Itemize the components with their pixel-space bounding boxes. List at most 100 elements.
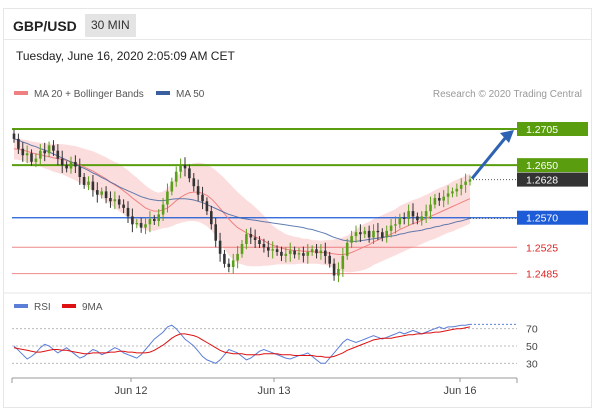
candle-body: [104, 191, 108, 198]
candle-body: [188, 168, 191, 179]
candle-body: [96, 190, 99, 195]
candle-body: [429, 204, 432, 212]
candle-body: [192, 178, 196, 187]
candle-body: [56, 150, 60, 159]
rsi-tick-label: 70: [526, 324, 538, 336]
candle-body: [148, 219, 152, 225]
candle-body: [231, 260, 235, 267]
level-label-box: [517, 158, 588, 173]
candle-body: [420, 216, 424, 221]
chart-header: GBP/USD 30 MIN: [4, 9, 591, 40]
forecast-arrow: [470, 130, 514, 180]
rsi-line: [13, 323, 471, 364]
moving-averages: [13, 138, 517, 255]
price-levels: [12, 128, 517, 275]
rsi-lines: [13, 323, 517, 364]
legend-rsi-swatch: [14, 304, 28, 308]
candle-body: [201, 194, 204, 202]
candle-body: [236, 253, 239, 261]
candle-body: [306, 251, 310, 256]
timeframe-button[interactable]: 30 MIN: [85, 14, 136, 37]
candle-body: [25, 153, 29, 156]
candle-body: [350, 236, 353, 243]
candle-body: [52, 145, 55, 151]
candle-body: [82, 177, 86, 185]
last-price-box: [517, 172, 588, 187]
candle-body: [17, 138, 20, 149]
candle-body: [170, 181, 174, 192]
candle-body: [30, 153, 33, 162]
candle-body: [385, 230, 388, 238]
candle-body: [389, 225, 393, 231]
candle-body: [345, 242, 349, 256]
candle-body: [328, 255, 331, 264]
candle-body: [21, 148, 25, 156]
candle-body: [288, 250, 292, 254]
candle-body: [359, 232, 362, 235]
candle-body: [131, 216, 134, 225]
candle-body: [153, 219, 156, 221]
credit-label: Research © 2020 Trading Central: [433, 89, 582, 100]
legend-ma50-label: MA 50: [176, 89, 205, 100]
datetime-label: Tuesday, June 16, 2020 2:05:09 AM CET: [16, 49, 235, 63]
candle-body: [275, 249, 279, 252]
candle-body: [407, 211, 410, 219]
candle-body: [394, 224, 397, 226]
candle-body: [144, 224, 147, 228]
x-axis-label: Jun 12: [114, 385, 147, 397]
candle-body: [381, 232, 384, 238]
x-axis-label: Jun 13: [257, 385, 290, 397]
candle-body: [459, 184, 463, 189]
price-labels: 1.2705 1.2650 1.2570 1.2525 1.2485 1.2628: [517, 122, 588, 281]
candle-body: [109, 198, 112, 202]
candle-body: [249, 234, 253, 238]
candle-body: [126, 207, 130, 217]
candle-body: [262, 244, 266, 248]
level-label-box: [517, 210, 588, 225]
forecast-arrow-shaft: [470, 136, 508, 180]
level-label: 1.2570: [526, 213, 558, 225]
candle-body: [280, 251, 283, 256]
legend-9ma-swatch: [62, 304, 76, 308]
candle-body: [218, 240, 222, 254]
candle-body: [442, 196, 445, 201]
candle-body: [341, 255, 345, 269]
candle-body: [117, 199, 121, 205]
candle-body: [302, 253, 305, 256]
candle-body: [60, 158, 64, 166]
candle-body: [214, 224, 217, 241]
candle-body: [245, 234, 248, 244]
candle-body: [122, 204, 125, 208]
candle-body: [240, 244, 244, 254]
candle-body: [100, 191, 103, 195]
forecast-arrow-head: [500, 130, 514, 143]
candle-body: [416, 216, 419, 221]
level-label: 1.2525: [526, 242, 558, 254]
candle-body: [446, 193, 450, 197]
rsi-tick-label: 30: [526, 358, 538, 370]
candle-body: [267, 247, 270, 251]
candle-body: [91, 181, 95, 191]
candle-body: [451, 191, 454, 194]
candle-body: [135, 223, 139, 225]
candle-body: [69, 161, 73, 169]
candle-body: [258, 240, 261, 244]
candle-body: [34, 158, 38, 162]
candle-body: [113, 199, 117, 202]
candle-body: [210, 211, 213, 225]
candle-body: [310, 249, 314, 252]
rsi-tick-label: 50: [526, 341, 538, 353]
symbol-label: GBP/USD: [13, 18, 77, 34]
candle-body: [411, 211, 415, 217]
candle-body: [297, 253, 301, 255]
candle-body: [284, 253, 288, 256]
candle-body: [223, 253, 226, 264]
candle-body: [253, 237, 257, 240]
candle-body: [293, 250, 296, 255]
legend-rsi-label: RSI: [34, 302, 51, 313]
candle-body: [139, 223, 143, 228]
candle-body: [337, 269, 340, 276]
candle-body: [367, 230, 371, 238]
candle-body: [464, 181, 467, 185]
